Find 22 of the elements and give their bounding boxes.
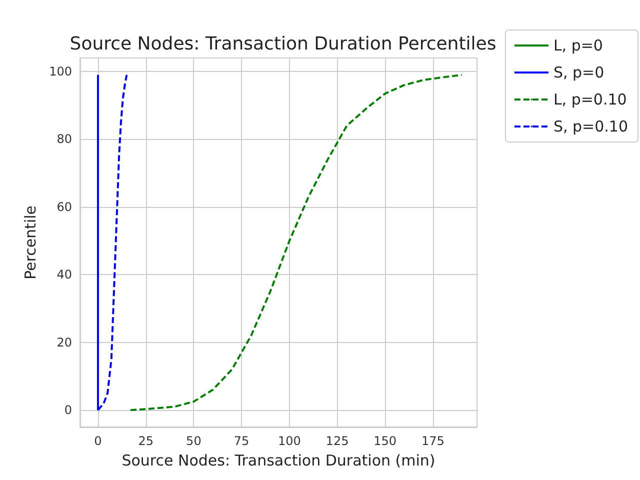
legend-label: S, p=0 — [553, 64, 604, 82]
x-axis-title: Source Nodes: Transaction Duration (min) — [122, 452, 436, 470]
line-series — [130, 74, 463, 412]
y-tick-label: 0 — [64, 403, 72, 418]
y-tick-label: 80 — [56, 132, 72, 146]
legend-label: L, p=0.10 — [553, 90, 627, 108]
x-tick-label: 25 — [138, 434, 154, 448]
y-tick-label: 100 — [49, 64, 72, 79]
y-axis-title: Percentile — [22, 205, 40, 280]
x-tick-label: 150 — [374, 434, 397, 448]
x-tick-label: 125 — [326, 434, 349, 448]
legend-label: L, p=0 — [553, 36, 603, 54]
legend-label: S, p=0.10 — [553, 118, 628, 136]
chart-title: Source Nodes: Transaction Duration Percentiles — [70, 34, 496, 54]
x-tick-label: 50 — [186, 434, 202, 448]
y-tick-label: 60 — [56, 200, 72, 214]
y-tick-label: 20 — [56, 335, 72, 350]
x-tick-label: 175 — [422, 434, 444, 448]
x-tick-label: 0 — [94, 434, 102, 448]
x-tick-label: 75 — [234, 434, 250, 448]
x-tick-label: 100 — [278, 434, 301, 448]
y-tick-label: 40 — [56, 268, 72, 282]
